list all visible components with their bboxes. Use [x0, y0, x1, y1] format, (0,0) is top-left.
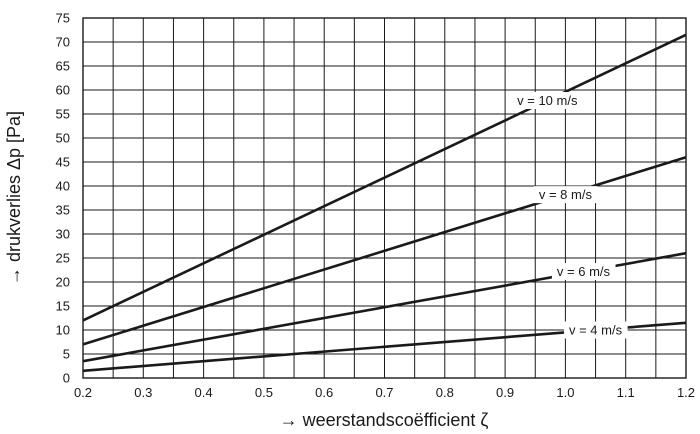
y-tick-label: 55 [56, 107, 70, 122]
series-label-background [533, 186, 598, 204]
x-tick-label: 0.6 [315, 385, 333, 400]
x-tick-label: 0.8 [436, 385, 454, 400]
y-tick-label: 20 [56, 275, 70, 290]
y-tick-label: 0 [63, 371, 70, 386]
series-lines: v = 10 m/s v = 8 m/s v = 6 m/s v = 4 m/s [82, 33, 687, 373]
y-axis-label: → drukverlies Δp [Pa] [4, 111, 24, 285]
tick-labels: 0.2 0.3 0.4 0.5 0.6 0.7 0.8 0.9 1.0 1.1 1.2 0 5 10 15 2… [56, 11, 696, 401]
series-label-background [551, 263, 616, 281]
x-tick-label: 0.2 [74, 385, 92, 400]
series-label: v = 8 m/s [539, 187, 593, 202]
y-tick-label: 50 [56, 131, 70, 146]
series-label-background [512, 91, 583, 109]
y-tick-label: 60 [56, 83, 70, 98]
series-label: v = 4 m/s [569, 323, 623, 338]
x-tick-label: 1.0 [556, 385, 574, 400]
x-tick-label: 1.1 [617, 385, 635, 400]
y-tick-label: 40 [56, 179, 70, 194]
series-label: v = 6 m/s [557, 264, 611, 279]
y-tick-label: 25 [56, 251, 70, 266]
y-tick-label: 15 [56, 299, 70, 314]
x-tick-label: 1.2 [677, 385, 695, 400]
series-label: v = 10 m/s [517, 93, 578, 108]
x-tick-label: 0.7 [375, 385, 393, 400]
y-tick-label: 10 [56, 323, 70, 338]
x-tick-label: 0.9 [496, 385, 514, 400]
y-tick-label: 30 [56, 227, 70, 242]
y-tick-label: 75 [56, 11, 70, 26]
series-label-background [563, 321, 628, 339]
x-tick-label: 0.5 [255, 385, 273, 400]
y-tick-label: 45 [56, 155, 70, 170]
series-line [82, 33, 687, 322]
grid [83, 18, 686, 378]
y-tick-label: 5 [63, 347, 70, 362]
x-tick-label: 0.3 [134, 385, 152, 400]
plot-frame [82, 17, 687, 379]
y-tick-label: 65 [56, 59, 70, 74]
y-tick-label: 70 [56, 35, 70, 50]
x-axis-label: → weerstandscoëfficient ζ [280, 410, 489, 430]
y-tick-label: 35 [56, 203, 70, 218]
x-tick-label: 0.4 [195, 385, 213, 400]
